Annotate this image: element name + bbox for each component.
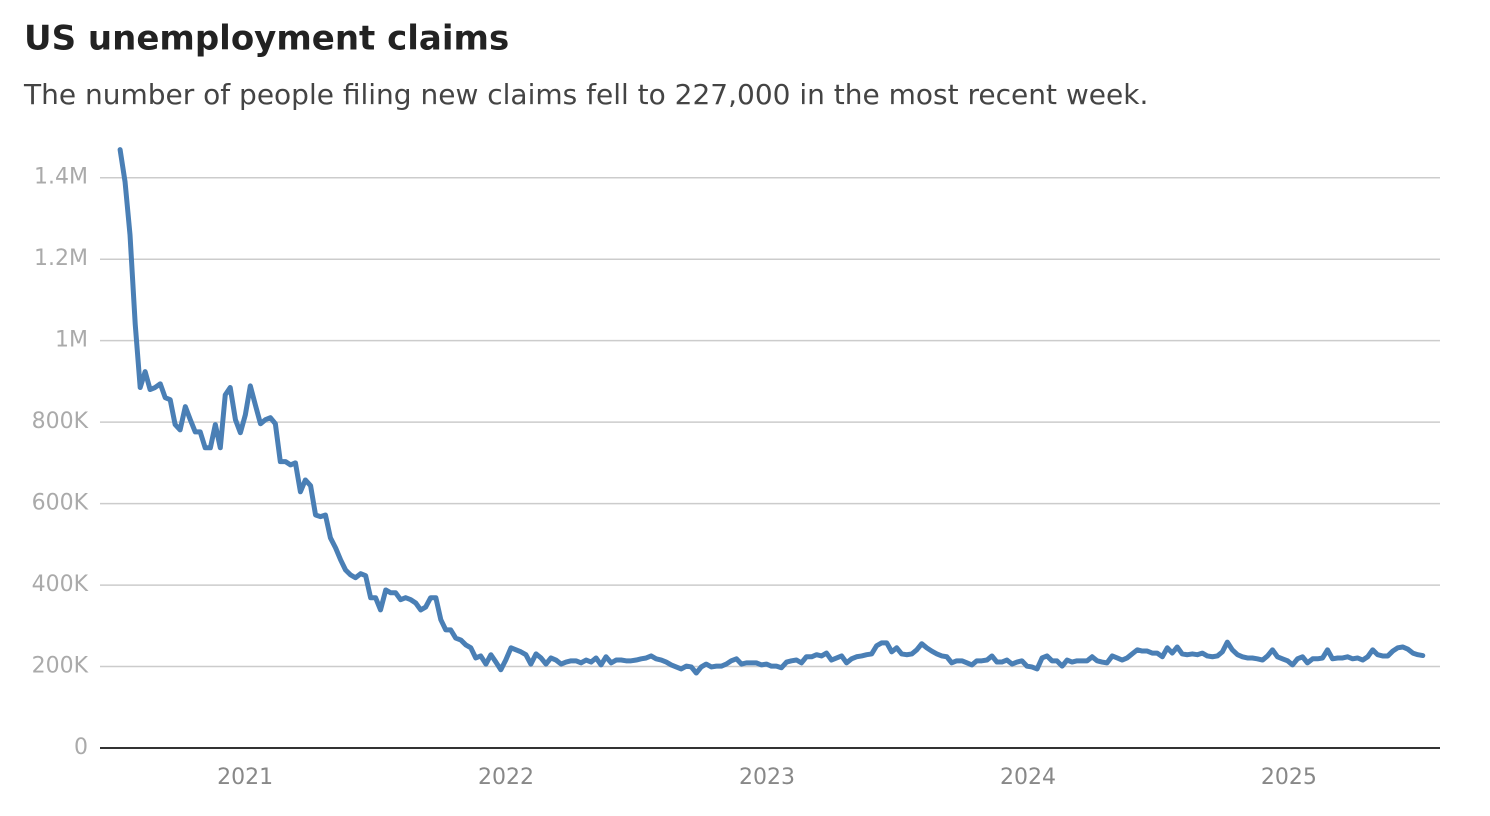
y-tick-label: 800K (32, 409, 89, 434)
chart-subtitle: The number of people filing new claims f… (23, 78, 1148, 111)
y-tick-label: 400K (32, 572, 89, 597)
x-tick-label: 2025 (1261, 765, 1317, 790)
y-tick-label: 0 (74, 735, 88, 760)
y-tick-label: 1.4M (34, 165, 88, 190)
y-tick-label: 1M (55, 328, 88, 353)
chart-title: US unemployment claims (24, 19, 509, 59)
x-tick-label: 2021 (217, 765, 273, 790)
y-tick-label: 600K (32, 491, 89, 516)
y-tick-label: 1.2M (34, 246, 88, 271)
x-tick-label: 2023 (739, 765, 795, 790)
x-tick-label: 2024 (1000, 765, 1056, 790)
y-tick-label: 200K (32, 654, 89, 679)
data-line (117, 147, 1426, 676)
x-tick-label: 2022 (478, 765, 534, 790)
